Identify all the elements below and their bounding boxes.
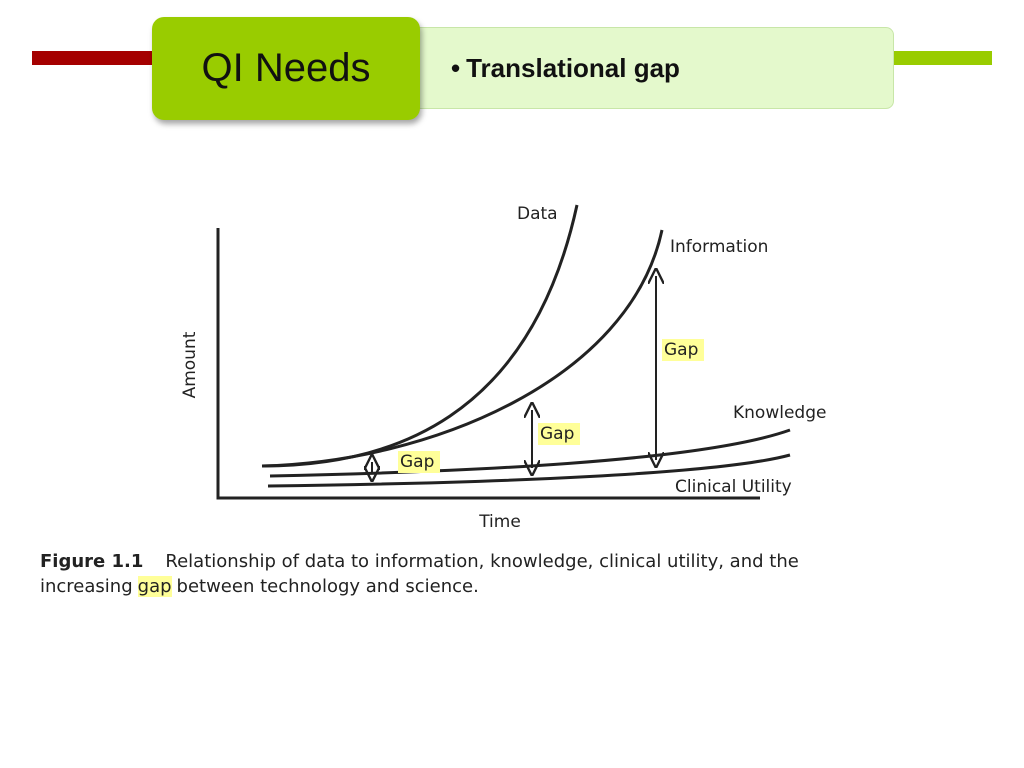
bullet-text: Translational gap [466,52,680,83]
bullet-box: • Translational gap [410,27,894,109]
gap-highlight [398,451,440,473]
curve-label: Clinical Utility [675,477,792,497]
information-curve [261,229,664,468]
title: QI Needs [201,46,371,90]
x-axis-label: Time [478,512,521,532]
curve-label: Data [517,204,558,224]
green-bar [890,51,992,65]
axes [216,228,760,500]
caption-text: between technology and science. [176,576,479,597]
caption: Figure 1.1 Relationship of data to inform… [40,549,990,599]
axis-lines [216,228,760,500]
caption-highlight: gap [137,576,172,597]
knowledge-curve [269,428,791,478]
clinical-utility-curve [267,453,791,488]
gap-label: Gap [400,452,434,472]
data-curve [261,204,579,468]
red-bar [32,51,162,65]
curves [261,204,791,488]
caption-text: Relationship of data to information, kno… [40,551,799,597]
y-axis-label: Amount [180,331,200,398]
gap-arrows [372,276,656,474]
curve-label: Information [670,237,768,257]
gap-highlight [662,339,704,361]
gap-label: Gap [540,424,574,444]
title-box: QI Needs [152,17,420,120]
gap-highlight [538,423,580,445]
gap-label: Gap [664,340,698,360]
bullet-dot: • [451,52,461,83]
caption-label: Figure 1.1 [40,551,144,572]
curve-label: Knowledge [733,403,826,423]
